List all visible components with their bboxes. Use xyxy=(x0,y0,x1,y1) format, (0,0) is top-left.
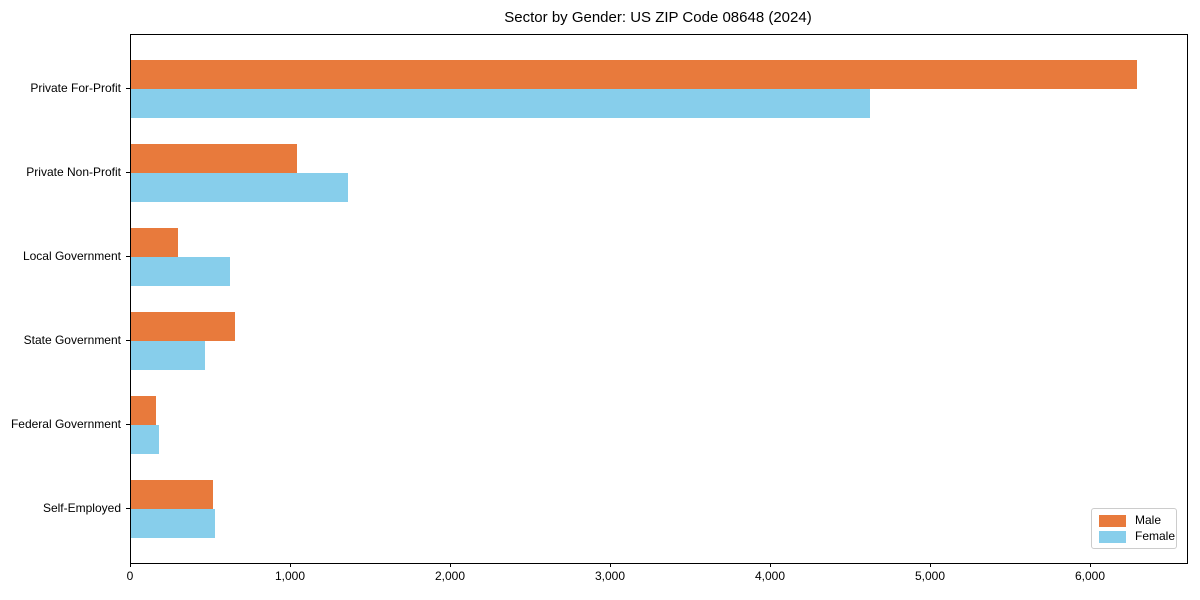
legend: Male Female xyxy=(1091,508,1177,549)
legend-entry-female: Female xyxy=(1099,530,1175,543)
x-tick-label-1000: 1,000 xyxy=(274,569,306,583)
y-tick-label-private-non-profit: Private Non-Profit xyxy=(26,165,121,179)
y-tick-mark xyxy=(126,88,130,89)
legend-swatch-male xyxy=(1099,514,1126,527)
legend-swatch-female xyxy=(1099,530,1126,543)
y-tick-mark xyxy=(126,256,130,257)
x-tick-mark xyxy=(290,563,291,567)
bar-male-state-government xyxy=(131,312,236,341)
bar-male-private-non-profit xyxy=(131,144,297,173)
y-tick-label-local-government: Local Government xyxy=(22,249,121,263)
x-tick-label-3000: 3,000 xyxy=(594,569,626,583)
x-tick-mark xyxy=(130,563,131,567)
bar-female-state-government xyxy=(131,341,206,370)
x-tick-mark xyxy=(450,563,451,567)
legend-entry-male: Male xyxy=(1099,514,1169,527)
y-tick-mark xyxy=(126,340,130,341)
x-tick-mark xyxy=(610,563,611,567)
x-tick-label-2000: 2,000 xyxy=(434,569,466,583)
bar-male-federal-government xyxy=(131,396,156,425)
y-tick-mark xyxy=(126,424,130,425)
chart-title: Sector by Gender: US ZIP Code 08648 (202… xyxy=(504,9,812,26)
bar-male-private-for-profit xyxy=(131,60,1137,89)
x-tick-mark xyxy=(770,563,771,567)
x-tick-label-5000: 5,000 xyxy=(914,569,946,583)
y-tick-label-private-for-profit: Private For-Profit xyxy=(30,81,121,95)
x-tick-label-0: 0 xyxy=(126,569,134,583)
bar-female-private-non-profit xyxy=(131,173,348,202)
legend-label-female: Female xyxy=(1135,529,1176,543)
plot-area xyxy=(130,34,1188,564)
bar-female-private-for-profit xyxy=(131,89,871,118)
bar-female-self-employed xyxy=(131,509,216,538)
bar-female-federal-government xyxy=(131,425,159,454)
y-tick-mark xyxy=(126,172,130,173)
y-tick-label-federal-government: Federal Government xyxy=(10,417,121,431)
x-tick-label-4000: 4,000 xyxy=(754,569,786,583)
legend-label-male: Male xyxy=(1135,513,1162,527)
y-tick-label-state-government: State Government xyxy=(23,333,121,347)
y-tick-mark xyxy=(126,508,130,509)
bar-male-self-employed xyxy=(131,480,213,509)
x-tick-label-6000: 6,000 xyxy=(1074,569,1106,583)
bar-female-local-government xyxy=(131,257,230,286)
x-tick-mark xyxy=(930,563,931,567)
bar-male-local-government xyxy=(131,228,178,257)
x-tick-mark xyxy=(1090,563,1091,567)
y-tick-label-self-employed: Self-Employed xyxy=(42,501,121,515)
